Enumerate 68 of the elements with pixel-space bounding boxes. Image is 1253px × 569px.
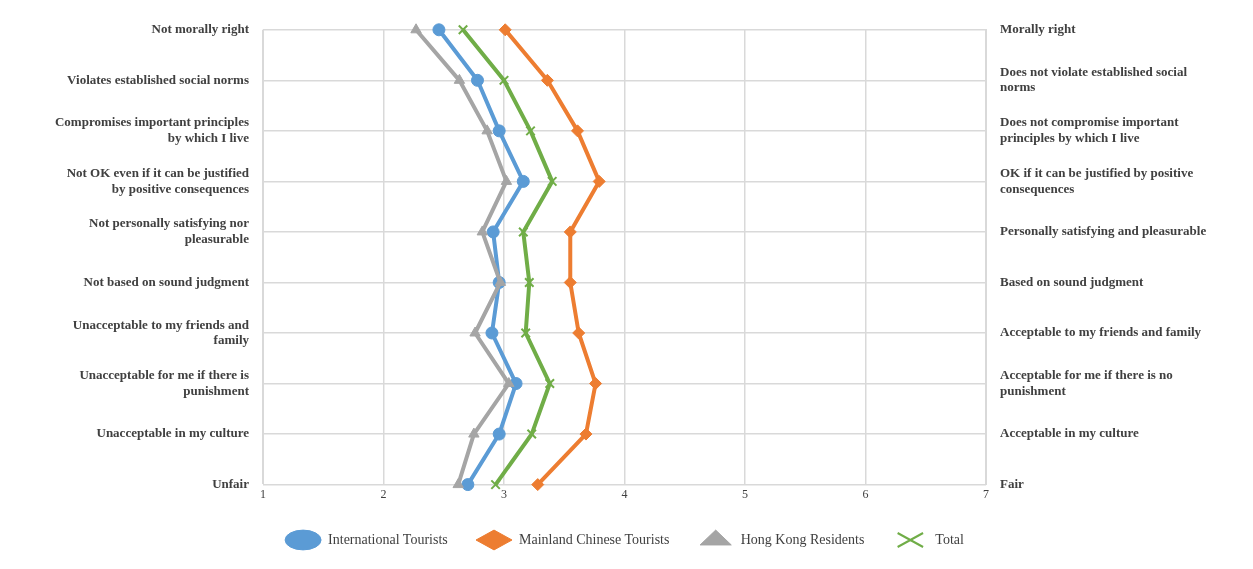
y2-tick-label: Based on sound judgment: [1000, 273, 1145, 289]
point: [526, 428, 537, 440]
point: [492, 124, 506, 138]
y-tick-label: Compromises important principles by which I live: [54, 114, 250, 146]
point: [531, 478, 545, 492]
point: [525, 125, 536, 137]
point: [498, 75, 510, 86]
point: [485, 326, 499, 340]
y2-tick-label: Personally satisfying and pleasurable: [1000, 223, 1207, 239]
point: [544, 378, 556, 389]
y2-tick-label: Does not violate established social norms: [1000, 63, 1188, 95]
point: [481, 124, 493, 135]
point: [468, 427, 480, 438]
x-tick-label: 6: [862, 486, 869, 501]
point: [469, 326, 481, 337]
x-tick-label: 7: [983, 486, 989, 501]
point: [579, 427, 593, 441]
point: [492, 427, 506, 441]
point: [457, 24, 469, 36]
y-tick-label: Not OK even if it can be justified by positive consequences: [66, 164, 250, 196]
point: [592, 174, 606, 188]
y2-tick-label: Does not compromise important principles by which I live: [1000, 114, 1180, 146]
point: [518, 226, 529, 238]
y-tick-label: Unacceptable for me if there is punishment: [79, 367, 250, 398]
legend-label: Mainland Chinese Tourists: [519, 531, 670, 547]
y-tick-label: Unfair: [212, 475, 250, 491]
y-tick-label: Not personally satisfying nor pleasurable: [89, 215, 250, 247]
y2-tick-label: Acceptable for me if there is no punishment: [1000, 367, 1173, 398]
point: [572, 326, 586, 340]
y2-tick-label: Acceptable in my culture: [1000, 425, 1139, 441]
point: [498, 23, 512, 37]
point: [500, 174, 513, 185]
legend-label: International Tourists: [328, 531, 448, 547]
legend-label: Hong Kong Residents: [740, 531, 865, 547]
y2-tick-label: Acceptable to my friends and family: [1000, 324, 1202, 340]
point: [453, 73, 466, 84]
x-tick-label: 5: [742, 486, 748, 501]
x-tick-label: 1: [260, 486, 266, 501]
point: [524, 277, 535, 288]
y2-tick-label: OK if it can be justified by positive consequences: [1000, 164, 1194, 196]
point: [503, 377, 515, 388]
y-tick-label: Not morally right: [151, 21, 250, 37]
y-tick-label: Unacceptable in my culture: [96, 425, 250, 441]
point: [461, 478, 475, 492]
point: [540, 73, 554, 87]
x-tick-label: 4: [621, 486, 628, 501]
point: [486, 225, 500, 239]
y2-tick-label: Morally right: [1000, 21, 1077, 37]
point: [546, 176, 558, 187]
x-tick-label: 2: [380, 486, 387, 501]
point: [563, 225, 577, 239]
point: [410, 23, 422, 34]
point: [571, 124, 585, 138]
legend-label: Total: [935, 531, 965, 547]
x-tick-label: 3: [501, 486, 507, 501]
point: [563, 275, 577, 289]
y-tick-label: Unacceptable to my friends and family: [72, 316, 250, 348]
point: [516, 174, 530, 188]
point: [452, 478, 464, 489]
point: [432, 23, 446, 37]
point: [490, 479, 501, 490]
point: [589, 377, 603, 391]
point: [470, 73, 484, 87]
y-tick-label: Not based on sound judgment: [83, 273, 250, 289]
y2-tick-label: Fair: [1000, 475, 1025, 491]
y-tick-label: Violates established social norms: [67, 71, 249, 87]
point: [520, 327, 531, 339]
point: [476, 225, 489, 236]
